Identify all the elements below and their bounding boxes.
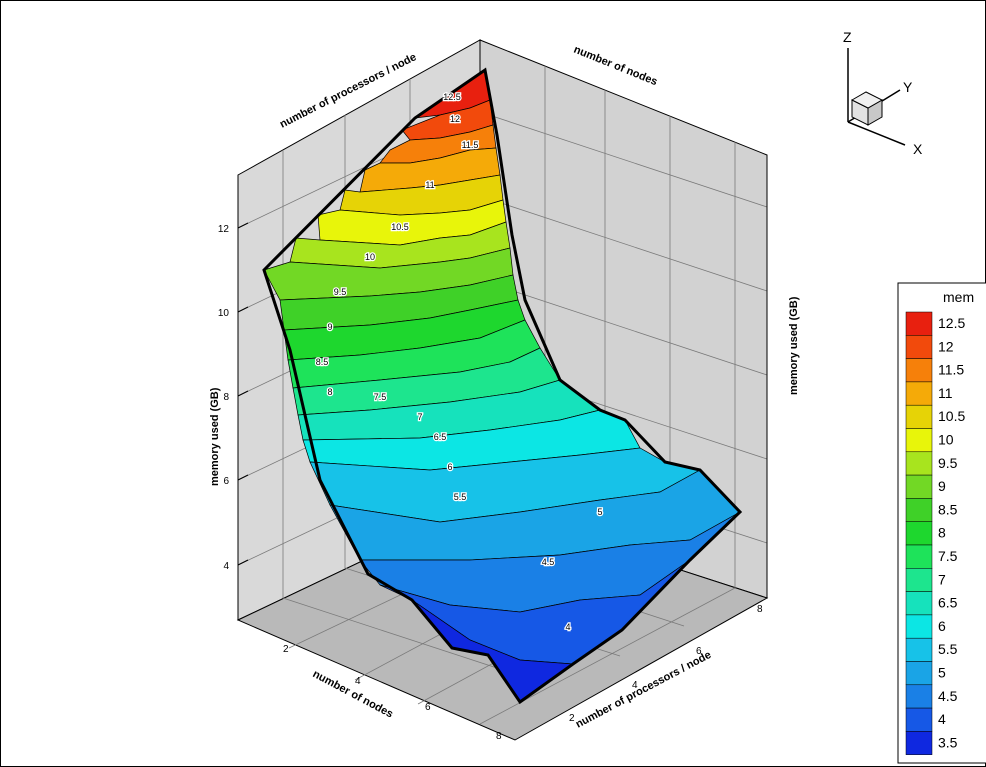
legend-swatch bbox=[905, 311, 933, 336]
z-tick-4: 4 bbox=[223, 561, 229, 572]
y-axis-ticks: 2 4 6 8 bbox=[569, 604, 763, 724]
legend-label: 8 bbox=[938, 525, 946, 541]
legend-label: 6.5 bbox=[938, 595, 958, 611]
legend-label: 4 bbox=[938, 711, 946, 727]
triad-z-label: Z bbox=[843, 29, 852, 45]
legend-label: 3.5 bbox=[938, 734, 958, 750]
triad-y-label: Y bbox=[903, 79, 913, 95]
contour-label: 4 bbox=[565, 622, 570, 632]
legend-label: 7 bbox=[938, 571, 946, 587]
legend-swatch bbox=[905, 521, 933, 546]
legend-label: 12 bbox=[938, 338, 954, 354]
legend-swatch bbox=[905, 591, 933, 616]
y-tick-8: 8 bbox=[757, 604, 763, 615]
legend-label: 9 bbox=[938, 478, 946, 494]
z-axis-title-right: memory used (GB) bbox=[788, 296, 800, 395]
y-tick-6: 6 bbox=[696, 646, 702, 657]
contour-label: 8.5 bbox=[316, 357, 329, 367]
legend-label: 12.5 bbox=[938, 315, 965, 331]
z-tick-6: 6 bbox=[223, 476, 229, 487]
legend-swatch bbox=[905, 661, 933, 686]
legend-title: mem bbox=[943, 289, 974, 305]
x-tick-8: 8 bbox=[496, 731, 502, 742]
surface-bands bbox=[263, 69, 741, 703]
y-tick-2: 2 bbox=[569, 713, 575, 724]
x-tick-2: 2 bbox=[283, 644, 289, 655]
legend-swatch bbox=[905, 684, 933, 709]
legend-swatch bbox=[905, 637, 933, 662]
axis-triad: Z Y X bbox=[843, 29, 923, 157]
contour-label: 5.5 bbox=[454, 492, 467, 502]
legend-label: 6 bbox=[938, 618, 946, 634]
legend-swatch bbox=[905, 544, 933, 569]
legend-swatch bbox=[905, 498, 933, 522]
legend-swatch bbox=[905, 381, 933, 406]
contour-label: 8 bbox=[327, 387, 332, 397]
triad-x-label: X bbox=[913, 141, 923, 157]
legend-swatch bbox=[905, 404, 933, 429]
legend-swatch bbox=[905, 474, 933, 499]
legend-swatch bbox=[905, 428, 933, 453]
legend: mem 12.5 12 11.5 11 10.5 10 9.5 9 8.5 8 7.5 7 6.5 6 5.… bbox=[897, 282, 986, 764]
legend-label: 10.5 bbox=[938, 408, 965, 424]
triad-cube-top bbox=[850, 91, 884, 109]
contour-label: 7 bbox=[417, 412, 422, 422]
contour-label: 11 bbox=[425, 180, 434, 190]
legend-label: 9.5 bbox=[938, 455, 958, 471]
legend-label: 10 bbox=[938, 432, 954, 448]
legend-label: 4.5 bbox=[938, 688, 958, 704]
z-axis-title-left: memory used (GB) bbox=[209, 387, 221, 486]
x-tick-4: 4 bbox=[355, 676, 361, 687]
contour-label: 10.5 bbox=[391, 222, 409, 232]
z-tick-10: 10 bbox=[218, 308, 230, 319]
contour-label: 11.5 bbox=[462, 140, 479, 150]
y-tick-4: 4 bbox=[632, 680, 638, 691]
contour-label: 9.5 bbox=[334, 287, 347, 297]
legend-label: 11 bbox=[938, 385, 953, 401]
contour-label: 12.5 bbox=[443, 92, 461, 102]
z-axis-ticks-left: 4 6 8 10 12 bbox=[218, 222, 249, 572]
legend-swatch bbox=[905, 358, 933, 383]
legend-items: 12.5 12 11.5 11 10.5 10 9.5 9 8.5 8 7.5 7 6.5 6 5.5 5 4.… bbox=[905, 311, 965, 755]
legend-swatch bbox=[905, 707, 933, 732]
z-tick-12: 12 bbox=[218, 224, 230, 235]
contour-labels: 12.5 12 11.5 11 10.5 10 9.5 9 8.5 8 7.5 7 6.5 6 5.5 5 4.… bbox=[314, 91, 603, 634]
contour-label: 10 bbox=[365, 252, 375, 262]
legend-swatch bbox=[905, 568, 933, 592]
x-axis-ticks: 2 4 6 8 bbox=[283, 644, 502, 742]
contour-label: 9 bbox=[327, 322, 332, 332]
contour-label: 6 bbox=[447, 462, 452, 472]
contour-label: 12 bbox=[450, 114, 460, 124]
legend-label: 8.5 bbox=[938, 501, 958, 517]
legend-label: 5.5 bbox=[938, 641, 958, 657]
legend-swatch bbox=[905, 335, 933, 359]
legend-swatch bbox=[905, 451, 933, 476]
legend-label: 7.5 bbox=[938, 548, 958, 564]
legend-label: 11.5 bbox=[938, 362, 964, 378]
contour-label: 4.5 bbox=[542, 557, 555, 567]
x-tick-6: 6 bbox=[425, 702, 431, 713]
legend-swatch bbox=[905, 731, 933, 755]
legend-label: 5 bbox=[938, 665, 946, 681]
front-edges bbox=[237, 155, 768, 620]
contour-label: 7.5 bbox=[374, 392, 387, 402]
legend-swatch bbox=[905, 614, 933, 639]
contour-label: 6.5 bbox=[434, 432, 447, 442]
surface-outline bbox=[262, 67, 743, 705]
z-tick-8: 8 bbox=[223, 392, 229, 403]
contour-label: 5 bbox=[597, 507, 602, 517]
